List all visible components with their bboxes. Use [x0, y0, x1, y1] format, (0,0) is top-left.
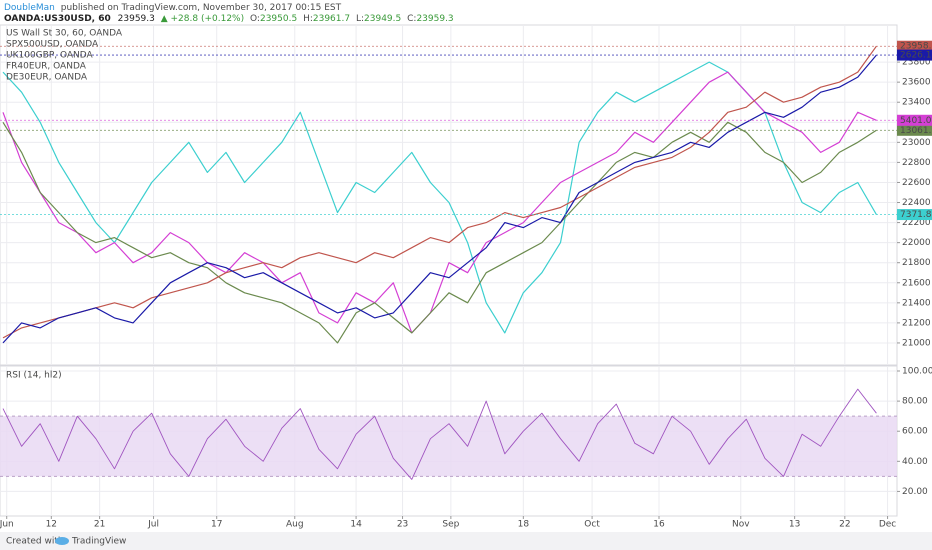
legend-entry: UK100GBP, OANDA: [6, 51, 94, 61]
last-value-box: [897, 114, 932, 126]
x-tick-label: 21: [94, 520, 105, 530]
x-tick-label: 18: [518, 520, 530, 530]
y-tick-label: 100.00: [902, 367, 932, 377]
last-value-box: [897, 124, 932, 136]
x-tick-label: 16: [653, 520, 665, 530]
logo: [55, 537, 69, 545]
y-tick-label: 22800: [902, 158, 931, 168]
series-line: [2, 121, 877, 344]
ohlc-label: H:: [303, 14, 313, 24]
last-value-box: [897, 209, 932, 221]
x-tick-label: Dec: [879, 520, 896, 530]
price: 23959.3: [118, 14, 155, 24]
x-tick-label: Aug: [286, 520, 304, 530]
y-tick-label: 23400: [902, 98, 931, 108]
x-tick-label: Jun: [0, 520, 14, 530]
last-value-label: 13061.1: [900, 126, 932, 136]
symbol: OANDA:US30USD, 60: [4, 14, 111, 24]
legend-entry: US Wall St 30, 60, OANDA: [6, 29, 123, 39]
y-tick-label: 21200: [902, 318, 931, 328]
y-tick-label: 21000: [902, 338, 931, 348]
published: published on TradingView.com, November 3…: [61, 3, 342, 13]
rsi-band: [0, 416, 897, 477]
pane-title: RSI (14, hl2): [6, 371, 62, 381]
x-tick-label: 12: [46, 520, 57, 530]
last-value-label: 2626.1: [900, 51, 932, 61]
y-tick-label: 20.00: [902, 487, 928, 497]
ohlc-label: O:: [250, 14, 260, 24]
x-tick-label: 14: [350, 520, 362, 530]
footer-bar: [0, 532, 932, 550]
y-tick-label: 23000: [902, 138, 931, 148]
symbol-line: OANDA:US30USD, 60 23959.3 ▲ +28.8 (+0.12…: [4, 14, 454, 24]
footer-created: Created with: [6, 537, 64, 547]
y-tick-label: 23800: [902, 58, 931, 68]
last-value-label: 7371.8: [900, 210, 932, 220]
series-line: [2, 54, 877, 344]
x-tick-label: Oct: [584, 520, 600, 530]
ohlc-value: 23950.5: [260, 14, 297, 24]
header-line: DoubleMan published on TradingView.com, …: [4, 3, 342, 13]
legend-entry: DE30EUR, OANDA: [6, 73, 88, 83]
change: ▲ +28.8 (+0.12%): [161, 14, 244, 24]
x-tick-label: 22: [839, 520, 850, 530]
footer-brand[interactable]: TradingView: [71, 537, 126, 547]
y-tick-label: 21800: [902, 258, 931, 268]
last-value-label: 23958.3: [900, 42, 932, 52]
ohlc-value: 23949.5: [364, 14, 401, 24]
y-tick-label: 21400: [902, 298, 931, 308]
layers: 21000 21200 21400 21600 21800 22000 22200 22400…: [0, 25, 932, 530]
y-tick-label: 60.00: [902, 427, 928, 437]
y-tick-label: 21600: [902, 278, 931, 288]
price-pane: [0, 24, 898, 366]
x-tick-label: Jul: [147, 520, 159, 530]
last-value-label: 5401.0: [900, 116, 932, 126]
y-tick-label: 23600: [902, 78, 931, 88]
y-tick-label: 40.00: [902, 457, 928, 467]
ohlc-value: 23961.7: [313, 14, 350, 24]
series-line: [2, 71, 877, 334]
last-value-box: [897, 40, 932, 52]
last-value-box: [897, 49, 932, 61]
series-line: [2, 388, 877, 480]
ohlc-label: C:: [407, 14, 416, 24]
x-tick-label: Nov: [732, 520, 750, 530]
y-tick-label: 22000: [902, 238, 931, 248]
x-tick-label: 17: [211, 520, 222, 530]
y-tick-label: 22400: [902, 198, 931, 208]
series-line: [2, 45, 877, 339]
y-tick-label: 22600: [902, 178, 931, 188]
y-tick-label: 22200: [902, 218, 931, 228]
legend-entry: FR40EUR, OANDA: [6, 62, 87, 72]
legend-entry: SPX500USD, OANDA: [6, 40, 99, 50]
x-tick-label: 13: [789, 520, 800, 530]
ohlc-value: 23959.3: [416, 14, 453, 24]
x-tick-label: 23: [397, 520, 408, 530]
x-tick-label: Sep: [442, 520, 459, 530]
ohlc-label: L:: [356, 14, 364, 24]
y-tick-label: 80.00: [902, 397, 928, 407]
author[interactable]: DoubleMan: [4, 3, 55, 13]
